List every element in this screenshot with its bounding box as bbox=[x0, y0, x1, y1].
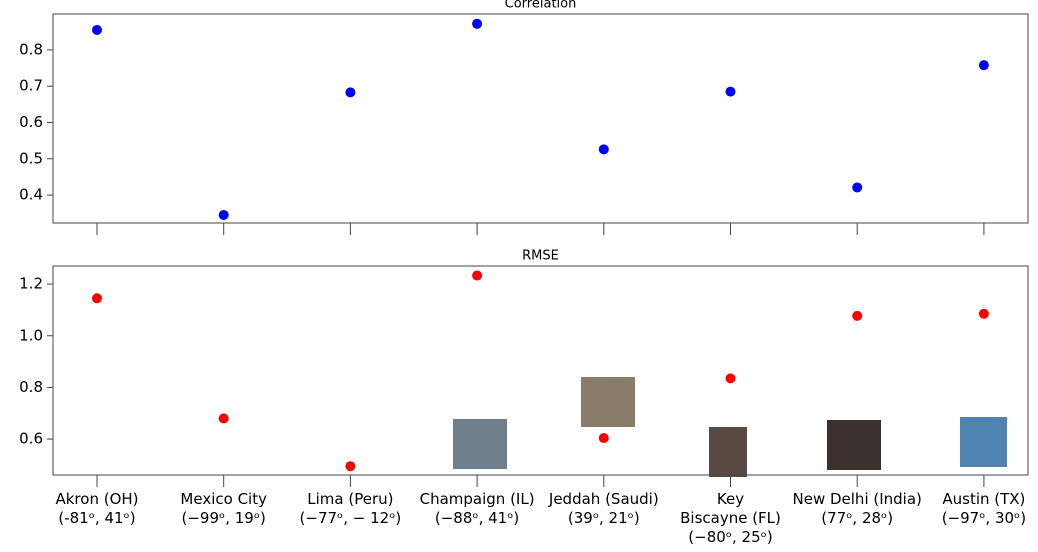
photo bbox=[453, 419, 507, 469]
y-tick-label: 0.8 bbox=[19, 378, 43, 396]
point bbox=[852, 182, 862, 192]
point bbox=[345, 87, 355, 97]
y-tick-label: 0.8 bbox=[19, 40, 43, 58]
photo bbox=[709, 427, 747, 477]
point bbox=[219, 210, 229, 220]
x-tick-label: Akron (OH)(-81ᵒ, 41ᵒ) bbox=[55, 490, 138, 527]
photo bbox=[581, 377, 635, 427]
point bbox=[979, 309, 989, 319]
y-tick-label: 1.0 bbox=[19, 326, 43, 344]
point bbox=[599, 144, 609, 154]
photo bbox=[827, 420, 881, 470]
x-tick-label: Austin (TX)(−97ᵒ, 30ᵒ) bbox=[942, 490, 1026, 527]
point bbox=[472, 271, 482, 281]
point bbox=[92, 293, 102, 303]
point bbox=[345, 461, 355, 471]
point bbox=[472, 19, 482, 29]
y-tick-label: 0.7 bbox=[19, 77, 43, 95]
point bbox=[726, 373, 736, 383]
point bbox=[599, 433, 609, 443]
y-tick-label: 0.6 bbox=[19, 113, 43, 131]
chart-title: Correlation bbox=[505, 0, 577, 12]
y-tick-label: 0.6 bbox=[19, 430, 43, 448]
point bbox=[219, 413, 229, 423]
point bbox=[852, 311, 862, 321]
photo bbox=[960, 417, 1007, 467]
x-tick-label: Lima (Peru)(−77ᵒ, − 12ᵒ) bbox=[300, 490, 402, 527]
photos bbox=[453, 377, 1007, 477]
x-tick-label: Jeddah (Saudi)(39ᵒ, 21ᵒ) bbox=[548, 490, 659, 527]
chart-title: RMSE bbox=[522, 249, 559, 264]
y-tick-label: 0.4 bbox=[19, 186, 43, 204]
x-tick-label: New Delhi (India)(77ᵒ, 28ᵒ) bbox=[793, 490, 922, 527]
point bbox=[726, 87, 736, 97]
x-tick-label: Champaign (IL)(−88ᵒ, 41ᵒ) bbox=[420, 490, 535, 527]
point bbox=[979, 60, 989, 70]
point bbox=[92, 25, 102, 35]
axes-frame bbox=[53, 14, 1028, 223]
y-tick-label: 1.2 bbox=[19, 275, 43, 293]
axes-frame bbox=[53, 266, 1028, 475]
figure: Correlation 0.4 0.5 0.6 0.7 0.8 RMSE 0.6 0.8 1.0 1… bbox=[0, 0, 1038, 552]
y-tick-label: 0.5 bbox=[19, 149, 43, 167]
x-tick-label: Mexico City(−99ᵒ, 19ᵒ) bbox=[180, 490, 267, 527]
